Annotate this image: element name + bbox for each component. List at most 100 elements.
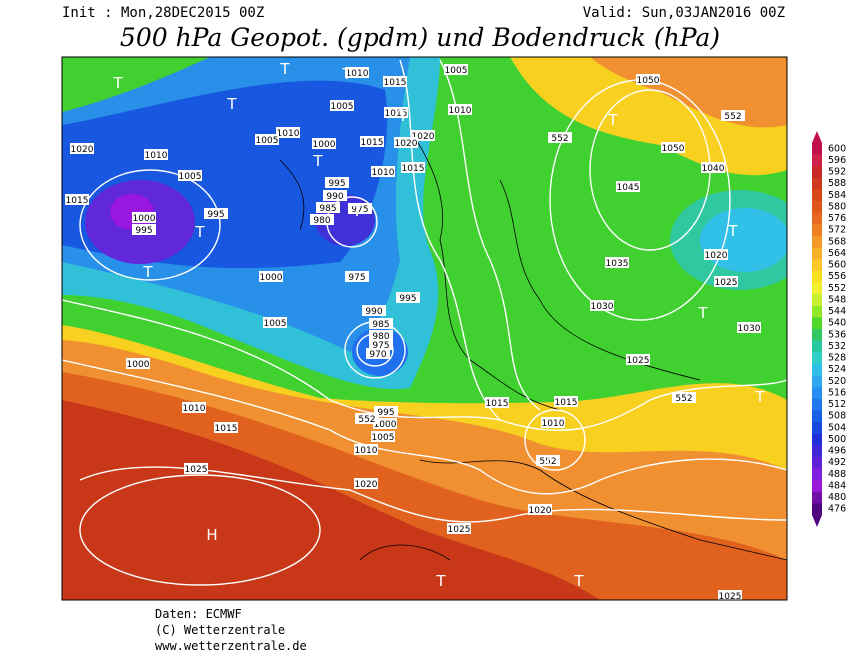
colorbar-arrow-top bbox=[812, 131, 822, 143]
isobar-label: 970 bbox=[369, 350, 386, 360]
colorbar-label: 564 bbox=[828, 248, 846, 259]
isobar-label-bg bbox=[325, 177, 349, 188]
colorbar-label: 528 bbox=[828, 353, 846, 364]
isobar-label-bg bbox=[259, 271, 283, 282]
isobar-label-bg bbox=[132, 212, 156, 223]
isobar-label-bg bbox=[369, 339, 393, 350]
isobar-label: 975 bbox=[372, 341, 389, 351]
colorbar-swatch bbox=[812, 468, 822, 481]
isobar-label: 1005 bbox=[179, 172, 202, 182]
colorbar-swatch bbox=[812, 480, 822, 493]
colorbar-swatch bbox=[812, 445, 822, 458]
isobar-label-bg bbox=[661, 142, 685, 153]
isobar-label-bg bbox=[714, 276, 738, 287]
colorbar-label: 476 bbox=[828, 504, 846, 515]
pressure-center: T bbox=[573, 572, 584, 590]
isobar-label-bg bbox=[144, 149, 168, 160]
colorbar-label: 576 bbox=[828, 213, 846, 224]
isobar-label-bg bbox=[132, 224, 156, 235]
isobar-label: 1015 bbox=[385, 109, 408, 119]
isobar-label-bg bbox=[636, 74, 660, 85]
isobar bbox=[524, 409, 586, 471]
isobar-label: 1020 bbox=[705, 251, 728, 261]
colorbar-swatch bbox=[812, 224, 822, 237]
isobar-label-bg bbox=[70, 143, 94, 154]
isobar-label-bg bbox=[276, 127, 300, 138]
isobar-label: 1005 bbox=[372, 433, 395, 443]
isobar-label: 975 bbox=[351, 205, 368, 215]
isobar-label: 1015 bbox=[486, 399, 509, 409]
isobar-label-bg bbox=[323, 190, 347, 201]
isobar-label: 1015 bbox=[215, 424, 238, 434]
colorbar-swatch bbox=[812, 166, 822, 179]
colorbar-swatch bbox=[812, 201, 822, 214]
isobar-label: 1010 bbox=[355, 446, 378, 456]
isobar-label: 985 bbox=[319, 204, 336, 214]
colorbar-swatch bbox=[812, 340, 822, 353]
isobar-label-bg bbox=[626, 354, 650, 365]
colorbar-label: 568 bbox=[828, 236, 846, 247]
isobar-label-bg bbox=[369, 330, 393, 341]
footer-url: www.wetterzentrale.de bbox=[155, 639, 307, 653]
isobar-label-bg bbox=[396, 292, 420, 303]
colorbar-swatch bbox=[812, 317, 822, 330]
colorbar-label: 520 bbox=[828, 376, 846, 387]
isobar-label: 1015 bbox=[66, 196, 89, 206]
isobar-label: 1005 bbox=[331, 102, 354, 112]
footer-source: Daten: ECMWF bbox=[155, 607, 242, 621]
pressure-center: T bbox=[112, 74, 123, 92]
colorbar-label: 540 bbox=[828, 318, 846, 329]
colorbar-label: 488 bbox=[828, 469, 846, 480]
valid-time: Valid: Sun,03JAN2016 00Z bbox=[583, 5, 785, 21]
isobar-label-bg bbox=[554, 396, 578, 407]
colorbar-swatch bbox=[812, 398, 822, 411]
isobar-label: 990 bbox=[365, 307, 382, 317]
colorbar-swatch bbox=[812, 177, 822, 190]
isobar-label-bg bbox=[354, 444, 378, 455]
isobar-label-bg bbox=[204, 208, 228, 219]
pressure-center: T bbox=[341, 65, 352, 83]
colorbar-label: 572 bbox=[828, 225, 846, 236]
isobar-label-bg bbox=[345, 67, 369, 78]
isobar bbox=[62, 299, 787, 432]
colorbar-swatch bbox=[812, 375, 822, 388]
isobar-label-bg bbox=[182, 402, 206, 413]
isobar-label: 1025 bbox=[627, 356, 650, 366]
isobar-label: 1035 bbox=[606, 259, 629, 269]
colorbar-label: 544 bbox=[828, 306, 846, 317]
isobar-label: 995 bbox=[399, 294, 416, 304]
pressure-center: T bbox=[279, 60, 290, 78]
colorbar-swatch bbox=[812, 491, 822, 504]
colorbar-label: 584 bbox=[828, 190, 846, 201]
isobar-label: 995 bbox=[328, 179, 345, 189]
colorbar-label: 588 bbox=[828, 178, 846, 189]
isobar-label-bg bbox=[384, 107, 408, 118]
colorbar-swatch bbox=[812, 410, 822, 423]
footer-copyright: (C) Wetterzentrale bbox=[155, 623, 285, 637]
isobar-label-bg bbox=[548, 132, 572, 143]
pressure-center: T bbox=[351, 202, 362, 220]
isobar-label: 1045 bbox=[617, 183, 640, 193]
pressure-center: H bbox=[206, 526, 217, 544]
isobar-label: 1020 bbox=[529, 506, 552, 516]
fill-cyan-e bbox=[700, 208, 787, 272]
init-time: Init : Mon,28DEC2015 00Z bbox=[62, 5, 264, 21]
isobar-label: 1020 bbox=[395, 139, 418, 149]
isobar-label: 1010 bbox=[145, 151, 168, 161]
isobar-label: 975 bbox=[348, 273, 365, 283]
isobar-label-bg bbox=[65, 194, 89, 205]
isobar-label: 985 bbox=[372, 320, 389, 330]
colorbar-swatch bbox=[812, 305, 822, 318]
isobar-label: 1005 bbox=[264, 319, 287, 329]
colorbar-label: 548 bbox=[828, 294, 846, 305]
isobar-label: 1015 bbox=[361, 138, 384, 148]
isobar-label: 552 bbox=[724, 112, 741, 122]
fill-green-nw bbox=[62, 57, 210, 112]
colorbar-label: 560 bbox=[828, 260, 846, 271]
isobar-label: 1005 bbox=[256, 136, 279, 146]
isobar-label-bg bbox=[312, 138, 336, 149]
isobar-label-bg bbox=[383, 76, 407, 87]
